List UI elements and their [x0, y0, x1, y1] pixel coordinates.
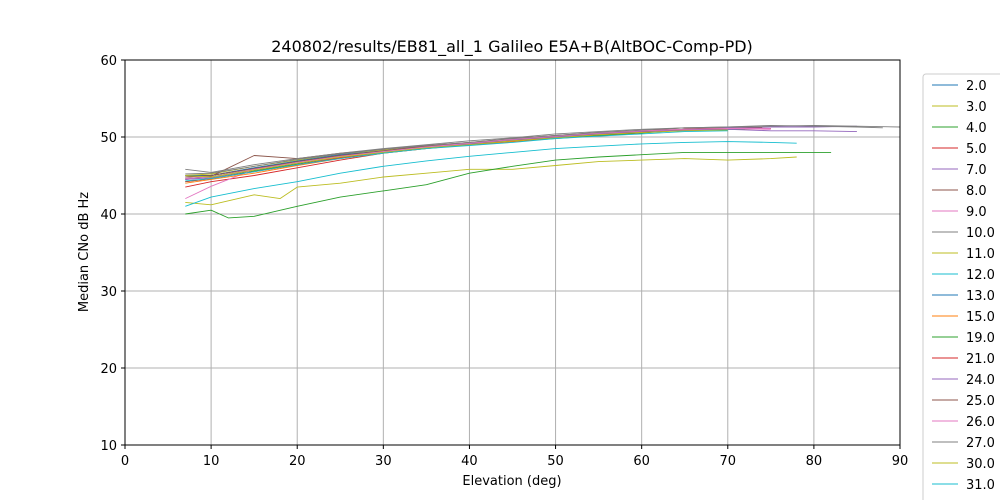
legend-label-11.0: 11.0 [966, 247, 995, 262]
x-tick-label: 20 [289, 454, 306, 469]
plot-frame [124, 59, 901, 446]
x-tick-label: 70 [720, 454, 737, 469]
legend-label-5.0: 5.0 [966, 142, 987, 157]
legend-label-2.0: 2.0 [966, 79, 987, 94]
series-line-26.0 [185, 128, 771, 180]
chart-title: 240802/results/EB81_all_1 Galileo E5A+B(… [271, 37, 753, 57]
y-tick-label: 60 [100, 54, 117, 69]
x-tick-label: 40 [461, 454, 478, 469]
series-line-11.0 [185, 156, 797, 206]
grid-lines [124, 59, 901, 446]
y-tick-label: 20 [100, 362, 117, 377]
legend-label-4.0: 4.0 [966, 121, 987, 136]
legend-label-26.0: 26.0 [966, 415, 995, 430]
x-tick-label: 30 [375, 454, 392, 469]
y-tick-label: 30 [100, 285, 117, 300]
legend-label-30.0: 30.0 [966, 457, 995, 472]
series-line-10.0 [185, 124, 901, 173]
legend-label-7.0: 7.0 [966, 163, 987, 178]
legend-label-13.0: 13.0 [966, 289, 995, 304]
legend-label-9.0: 9.0 [966, 205, 987, 220]
x-tick-label: 10 [203, 454, 220, 469]
x-tick-label: 0 [121, 454, 129, 469]
series-line-30.0 [185, 129, 728, 178]
legend-frame [922, 73, 1000, 500]
y-axis-label: Median CNo dB Hz [77, 192, 92, 312]
legend-label-25.0: 25.0 [966, 394, 995, 409]
x-tick-label: 80 [806, 454, 823, 469]
legend: 2.0 3.0 4.0 5.0 7.0 8.0 9.0 10.0 11.0 12.0 13.0 15.… [922, 73, 1000, 500]
legend-label-19.0: 19.0 [966, 331, 995, 346]
series-lines [185, 124, 901, 219]
y-tick-label: 40 [100, 208, 117, 223]
legend-label-12.0: 12.0 [966, 268, 995, 283]
legend-label-10.0: 10.0 [966, 226, 995, 241]
x-tick-label: 60 [633, 454, 650, 469]
legend-label-21.0: 21.0 [966, 352, 995, 367]
series-line-19.0 [185, 151, 832, 219]
x-tick-label: 90 [892, 454, 909, 469]
legend-label-8.0: 8.0 [966, 184, 987, 199]
y-tick-label: 50 [100, 131, 117, 146]
legend-label-15.0: 15.0 [966, 310, 995, 325]
y-axis: 10 20 30 40 50 60 [100, 54, 125, 454]
y-tick-label: 10 [100, 439, 117, 454]
x-tick-label: 50 [547, 454, 564, 469]
legend-label-3.0: 3.0 [966, 100, 987, 115]
legend-label-24.0: 24.0 [966, 373, 995, 388]
x-axis: 0 10 20 30 40 50 60 70 80 90 [121, 445, 908, 469]
series-line-27.0 [185, 124, 883, 175]
series-line-12.0 [185, 141, 797, 207]
legend-label-31.0: 31.0 [966, 478, 995, 493]
x-axis-label: Elevation (deg) [462, 474, 561, 489]
legend-label-27.0: 27.0 [966, 436, 995, 451]
series-line-31.0 [185, 130, 728, 182]
